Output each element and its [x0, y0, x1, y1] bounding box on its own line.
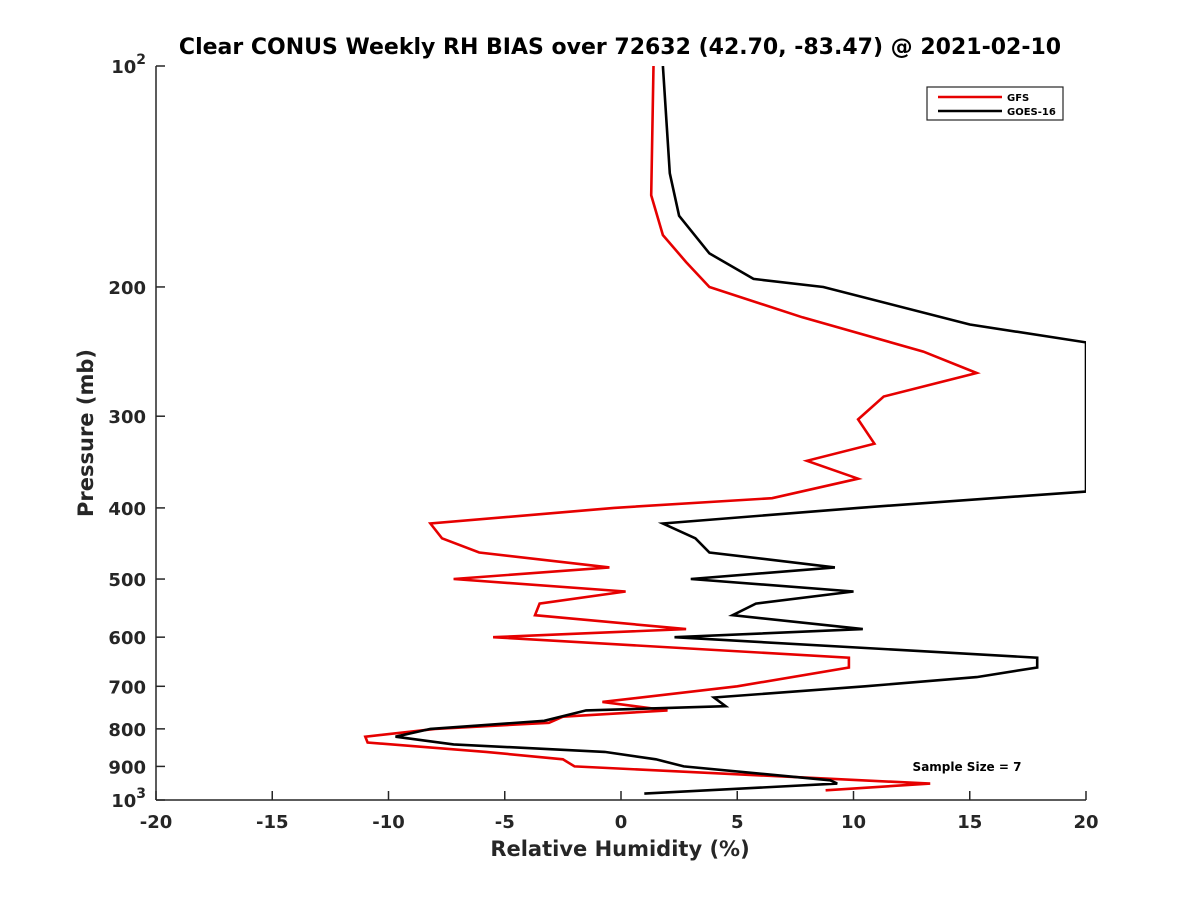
x-tick-label: 0 — [615, 812, 628, 833]
chart-title: Clear CONUS Weekly RH BIAS over 72632 (4… — [179, 35, 1061, 60]
y-tick-label: 102 — [111, 52, 146, 78]
series-line-goes16 — [395, 66, 1086, 795]
legend-label-gfs: GFS — [1007, 93, 1029, 104]
x-tick-label: -5 — [495, 812, 515, 833]
legend-label-goes16: GOES-16 — [1007, 107, 1056, 118]
x-tick-label: -15 — [256, 812, 289, 833]
y-tick-label: 800 — [108, 720, 146, 741]
x-tick-label: 20 — [1073, 812, 1098, 833]
sample-size-annotation: Sample Size = 7 — [913, 760, 1022, 774]
y-tick-label: 900 — [108, 757, 146, 778]
y-tick-label: 200 — [108, 278, 146, 299]
x-axis-label: Relative Humidity (%) — [490, 837, 749, 861]
y-tick-label: 500 — [108, 570, 146, 591]
plot-area — [363, 66, 1086, 795]
x-tick-label: 5 — [731, 812, 744, 833]
axes: -20 -15 -10 -5 0 5 10 15 20 102 200 300 400 500 600 700… — [108, 52, 1098, 833]
legend: GFS GOES-16 — [926, 86, 1064, 121]
x-tick-label: -20 — [140, 812, 173, 833]
y-tick-label: 700 — [108, 677, 146, 698]
x-tick-label: 10 — [841, 812, 866, 833]
y-tick-label: 103 — [111, 786, 146, 812]
x-tick-label: -10 — [372, 812, 405, 833]
legend-box — [926, 86, 1064, 121]
x-tick-label: 15 — [957, 812, 982, 833]
y-tick-label: 400 — [108, 499, 146, 520]
y-tick-label: 300 — [108, 407, 146, 428]
y-axis-label: Pressure (mb) — [74, 349, 98, 517]
y-tick-label: 600 — [108, 628, 146, 649]
series-line-gfs — [363, 66, 981, 792]
